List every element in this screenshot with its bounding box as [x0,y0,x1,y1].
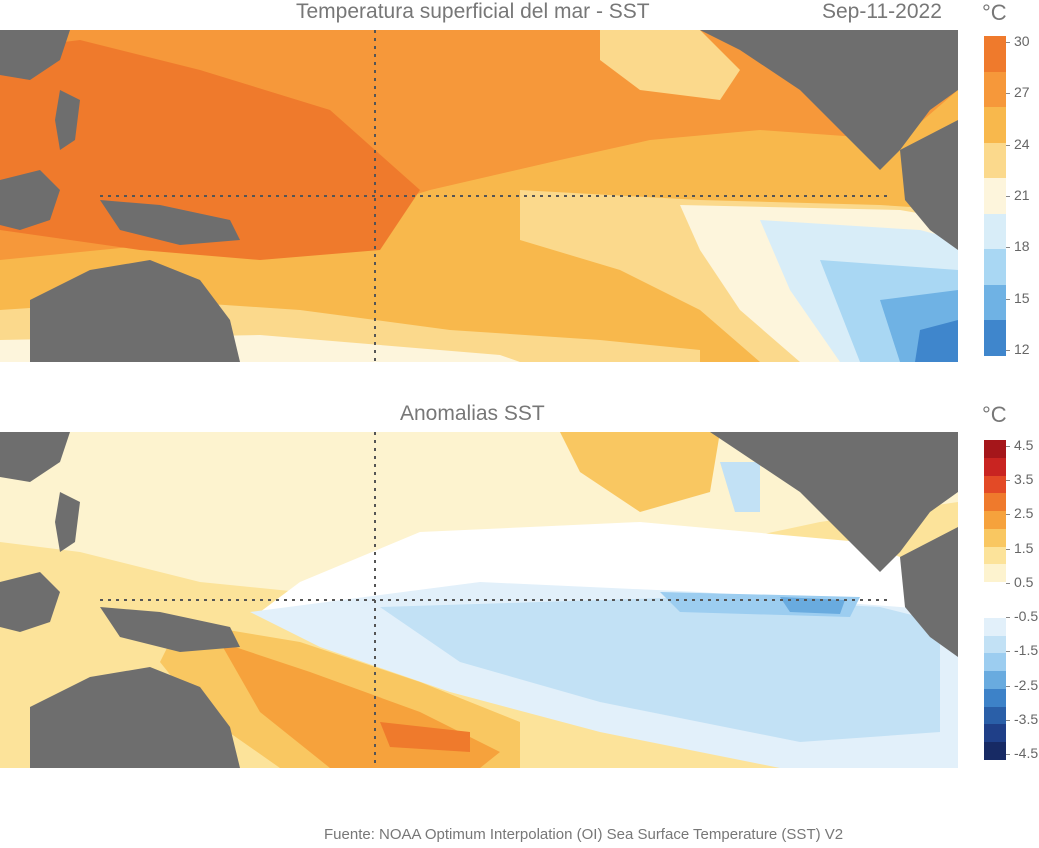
sst-cool-band-north [600,30,740,100]
anomaly-colorbar-segment [984,617,1006,637]
anomaly-landmasses [0,432,958,768]
anomaly-north-warm [560,432,720,512]
sst-colorbar-tick-label: 24 [1014,135,1030,152]
anomaly-colorbar-tick-label: -3.5 [1014,710,1039,727]
sst-map-title: Temperatura superficial del mar - SST [296,0,650,23]
sst-colorbar-segment [984,36,1006,73]
anomaly-colorbar-tick-label: 2.5 [1014,505,1034,522]
anomaly-colorbar-segment [984,457,1006,477]
sst-colorbar-tick-label: 15 [1014,289,1030,306]
anomaly-colorbar-tick-mark [1006,514,1010,516]
anomaly-colorbar-tick-mark [1006,685,1010,687]
sst-colorbar-tick-mark [1006,93,1010,95]
anomaly-map-title: Anomalias SST [400,402,545,425]
sst-land-central-america [700,30,958,170]
anomaly-colorbar-tick-mark [1006,446,1010,447]
sst-colorbar-segment [984,249,1006,286]
anomaly-colorbar-segment [984,653,1006,672]
anomaly-land-new-guinea [100,607,240,652]
sst-colorbar-segment [984,107,1006,144]
anomaly-colorbar-segment [984,706,1006,725]
anomaly-colorbar-tick-label: -0.5 [1014,608,1039,625]
anomaly-colorbar-segment [984,493,1006,512]
sst-land-south-america [900,120,958,250]
anomaly-colorbar-segment [984,688,1006,708]
anomaly-nino-coldest [780,597,845,614]
anomaly-colorbar-segment [984,600,1006,619]
anomaly-colorbar-tick-label: 4.5 [1014,437,1034,453]
sst-colorbar-tick-mark [1006,144,1010,146]
sst-map-canvas [0,30,958,362]
anomaly-colorbar-segment [984,671,1006,690]
sst-colorbar-segment [984,213,1006,250]
sst-map [0,30,958,362]
anomaly-colorbar-tick-label: 1.5 [1014,539,1034,556]
sst-colorbar-segment [984,320,1006,357]
anomaly-colorbar-segment [984,582,1006,601]
anomaly-colorbar-segment [984,528,1006,548]
sst-colorbar-unit: °C [982,0,1007,25]
sst-colorbar [984,36,1006,357]
anomaly-colorbar [984,440,1006,761]
anomaly-colorbar-tick-mark [1006,651,1010,653]
anomaly-cool-core [380,597,940,742]
anomaly-land-borneo [0,572,60,632]
anomaly-colorbar-segment [984,564,1006,583]
anomaly-land-central-america [710,432,958,572]
anomaly-colorbar-segment [984,546,1006,565]
sst-colorbar-tick-mark [1006,196,1010,197]
anomaly-colorbar-tick-label: -4.5 [1014,745,1039,761]
sst-land-asia [0,30,70,80]
sst-colorbar-tick-label: 27 [1014,84,1030,101]
sst-colorbar-tick-label: 18 [1014,238,1030,255]
anomaly-colorbar-segment [984,635,1006,654]
sst-landmasses [0,30,958,362]
sst-colorbar-segment [984,284,1006,321]
anomaly-colorbar-tick-mark [1006,582,1010,584]
sst-colorbar-segment [984,178,1006,215]
anomaly-colorbar-tick-mark [1006,719,1010,721]
sst-colorbar-tick-label: 30 [1014,33,1030,49]
sst-land-new-guinea [100,200,240,245]
sst-colorbar-tick-mark [1006,298,1010,300]
sst-land-borneo [0,170,60,230]
anomaly-north-pale [0,432,958,592]
anomaly-colorbar-tick-mark [1006,617,1010,619]
anomaly-colorbar-tick-label: 3.5 [1014,471,1034,488]
sst-colorbar-tick-mark [1006,42,1010,43]
anomaly-colorbar-segment [984,511,1006,530]
sst-colorbar-tick-label: 12 [1014,341,1030,357]
sst-colorbar-segment [984,71,1006,108]
sst-colorbar-tick-mark [1006,350,1010,351]
sst-humboldt-4 [915,320,958,362]
anomaly-map-canvas [0,432,958,768]
anomaly-land-south-america [900,527,958,657]
sst-colorbar-segment [984,142,1006,179]
anomaly-land-australia [30,667,240,768]
anomaly-map [0,432,958,768]
sst-colorbar-tick-label: 21 [1014,187,1030,203]
sst-land-philippines [55,90,80,150]
anomaly-land-asia [0,432,70,482]
data-source-credit: Fuente: NOAA Optimum Interpolation (OI) … [324,826,844,843]
anomaly-colorbar-tick-mark [1006,548,1010,550]
sst-map-date: Sep-11-2022 [822,0,942,23]
anomaly-colorbar-segment [984,742,1006,761]
anomaly-colorbar-segment [984,724,1006,743]
anomaly-colorbar-tick-label: -2.5 [1014,676,1039,693]
anomaly-colorbar-segment [984,475,1006,494]
anomaly-baja-cool [720,462,760,512]
anomaly-colorbar-tick-label: -1.5 [1014,642,1039,659]
anomaly-south-hot [380,722,470,752]
anomaly-colorbar-tick-label: 0.5 [1014,573,1034,590]
sst-colorbar-tick-mark [1006,247,1010,249]
anomaly-colorbar-tick-mark [1006,480,1010,482]
sst-land-australia [30,260,240,362]
anomaly-colorbar-segment [984,440,1006,459]
anomaly-colorbar-unit: °C [982,402,1007,427]
anomaly-colorbar-tick-mark [1006,754,1010,755]
anomaly-land-philippines [55,492,80,552]
